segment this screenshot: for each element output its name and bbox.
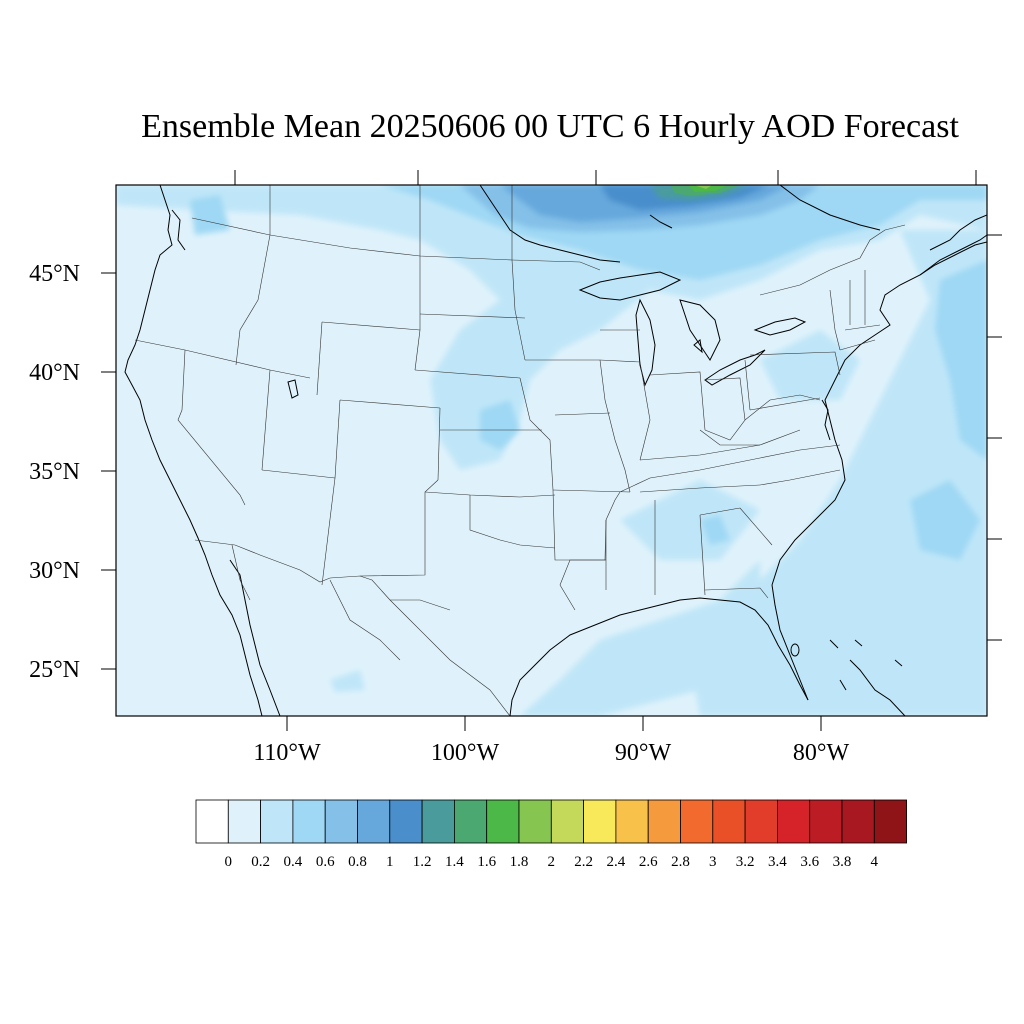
colorbar-swatch xyxy=(712,799,746,844)
colorbar-tick-label: 3.4 xyxy=(768,854,787,870)
colorbar-swatch xyxy=(292,799,326,844)
colorbar-tick-label: 1 xyxy=(386,854,394,870)
lon-label-90w: 90°W xyxy=(615,740,672,766)
lon-label-80w: 80°W xyxy=(793,740,850,766)
colorbar-swatch xyxy=(744,799,778,844)
colorbar-tick-label: 0.4 xyxy=(284,854,303,870)
bottom-ticks xyxy=(286,716,822,731)
colorbar-swatch xyxy=(324,799,358,844)
colorbar-tick-label: 0.6 xyxy=(316,854,335,870)
colorbar-tick-label: 3.2 xyxy=(736,854,755,870)
colorbar-swatch xyxy=(809,799,843,844)
colorbar-swatch xyxy=(453,799,488,844)
colorbar-swatch xyxy=(486,799,520,844)
colorbar-swatch xyxy=(550,799,584,844)
colorbar-swatch xyxy=(680,799,714,844)
top-ticks xyxy=(234,170,977,185)
colorbar-tick-label: 4 xyxy=(871,854,879,870)
colorbar-swatch xyxy=(195,799,229,844)
colorbar-swatch xyxy=(873,799,907,844)
colorbar-swatch xyxy=(357,799,391,844)
lat-label-35: 35°N xyxy=(29,459,80,485)
lon-label-110w: 110°W xyxy=(253,740,321,766)
colorbar-swatch xyxy=(227,799,262,844)
colorbar-tick-label: 1.4 xyxy=(445,854,464,870)
colorbar-swatch xyxy=(777,799,811,844)
colorbar-tick-label: 2.6 xyxy=(639,854,658,870)
colorbar-tick-label: 2.2 xyxy=(574,854,593,870)
right-ticks xyxy=(987,234,1002,641)
colorbar-tick-label: 0 xyxy=(225,854,233,870)
colorbar-tick-label: 1.6 xyxy=(477,854,496,870)
aod-shading xyxy=(116,185,987,716)
colorbar-tick-label: 3.8 xyxy=(833,854,852,870)
map-title: Ensemble Mean 20250606 00 UTC 6 Hourly A… xyxy=(141,108,959,145)
colorbar-tick-label: 2 xyxy=(548,854,556,870)
colorbar-tick-label: 2.8 xyxy=(671,854,690,870)
lat-label-25: 25°N xyxy=(29,657,80,683)
map-frame xyxy=(115,184,988,717)
colorbar-swatch xyxy=(841,799,875,844)
colorbar-tick-label: 0.2 xyxy=(251,854,270,870)
colorbar-tick-label: 1.2 xyxy=(413,854,432,870)
coastlines xyxy=(124,185,987,716)
state-borders xyxy=(134,185,906,716)
lat-label-30: 30°N xyxy=(29,558,80,584)
colorbar-swatch xyxy=(615,799,649,844)
colorbar-swatch xyxy=(389,799,423,844)
colorbar-swatch xyxy=(260,799,294,844)
colorbar-tick-label: 3.6 xyxy=(800,854,819,870)
colorbar-tick-label: 0.8 xyxy=(348,854,367,870)
left-ticks xyxy=(101,272,116,670)
colorbar-tick-label: 2.4 xyxy=(607,854,626,870)
lat-label-40: 40°N xyxy=(29,360,80,386)
colorbar-swatch xyxy=(647,799,681,844)
colorbar-swatch xyxy=(421,799,455,844)
lon-label-100w: 100°W xyxy=(431,740,500,766)
colorbar: 0 0.2 0.4 0.6 0.8 1 1.2 1.4 1.6 1.8 2 2.2 2.4 2.6 2.8 3… xyxy=(195,799,907,870)
colorbar-tick-label: 3 xyxy=(709,854,717,870)
colorbar-swatch xyxy=(518,799,552,844)
colorbar-tick-label: 1.8 xyxy=(510,854,529,870)
lat-label-45: 45°N xyxy=(29,261,80,287)
colorbar-swatch xyxy=(583,799,617,844)
